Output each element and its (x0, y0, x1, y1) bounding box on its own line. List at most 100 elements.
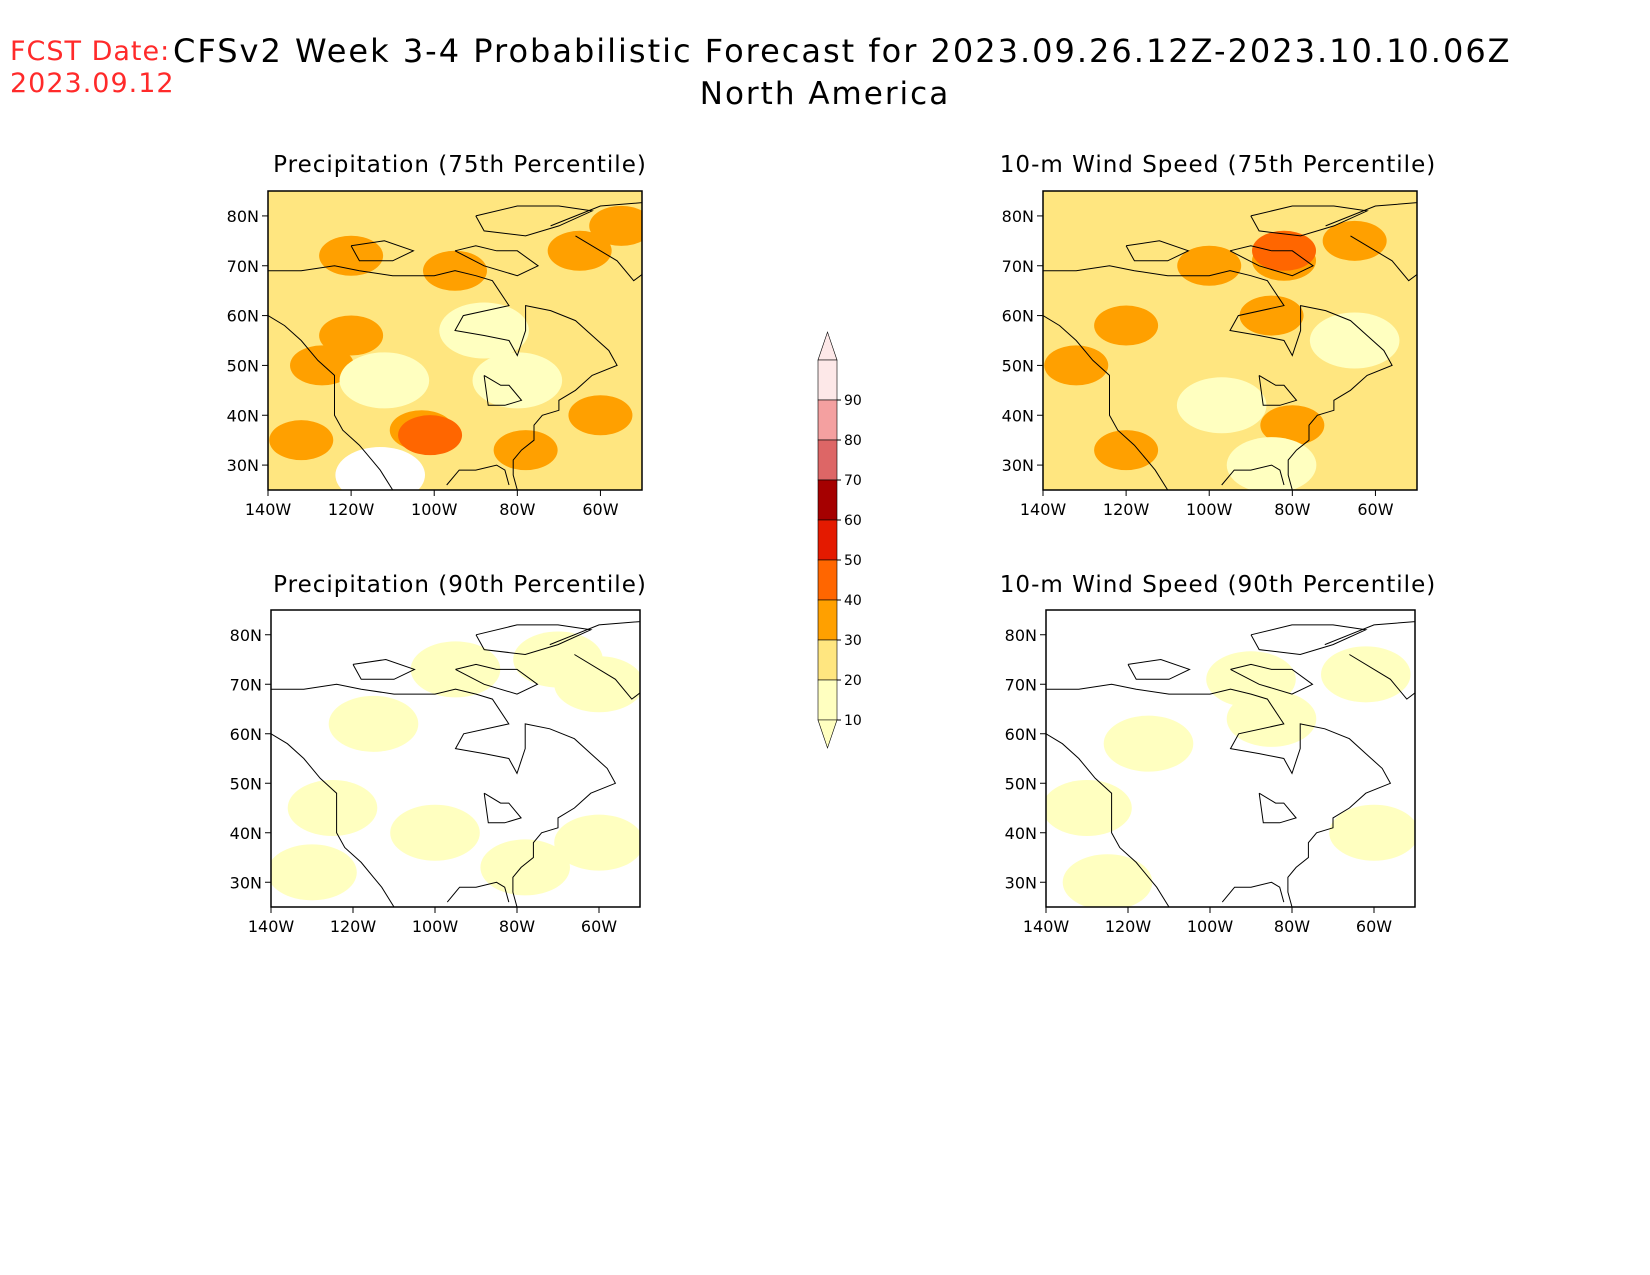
lat-label: 80N (1002, 207, 1034, 226)
lat-label: 50N (230, 774, 262, 793)
map-border (1045, 609, 1416, 908)
colorbar-label: 10 (844, 713, 862, 729)
fcst-date-value: 2023.09.12 (10, 68, 175, 99)
coastline (475, 205, 594, 237)
colorbar-swatch (817, 479, 838, 521)
lat-label: 80N (1005, 626, 1037, 645)
colorbar-swatch (817, 599, 838, 641)
panel-title-precip-75: Precipitation (75th Percentile) (273, 152, 647, 178)
lon-label: 80W (499, 917, 535, 936)
lat-label: 40N (1005, 824, 1037, 843)
probability-area (1226, 437, 1317, 490)
colorbar-label: 50 (844, 553, 862, 569)
probability-area (547, 230, 612, 271)
colorbar-swatch (817, 679, 838, 721)
fcst-date-label: FCST Date: (10, 36, 171, 67)
probability-area (319, 315, 384, 356)
coastline (268, 315, 394, 490)
lat-label: 40N (1002, 406, 1034, 425)
colorbar-swatch (817, 359, 838, 401)
lat-label: 50N (227, 356, 259, 375)
coastline (1043, 315, 1169, 490)
lat-label: 80N (230, 626, 262, 645)
lon-label: 60W (1357, 500, 1393, 519)
lat-label: 70N (230, 675, 262, 694)
probability-area (1103, 715, 1194, 772)
probability-area (390, 804, 480, 861)
coastline (455, 663, 539, 695)
page-title: CFSv2 Week 3-4 Probabilistic Forecast fo… (173, 32, 1512, 70)
colorbar-swatch (817, 439, 838, 481)
probability-area (439, 302, 529, 359)
lat-label: 70N (1002, 257, 1034, 276)
probability-area (472, 352, 563, 409)
lon-label: 120W (1103, 500, 1150, 519)
lon-label: 120W (328, 500, 375, 519)
probability-area (480, 839, 570, 896)
probability-area (1226, 690, 1317, 747)
lon-label: 120W (1105, 917, 1152, 936)
probability-area (554, 814, 640, 871)
probability-area (1322, 220, 1387, 261)
probability-area (1044, 345, 1109, 386)
panel-title-wind-90: 10-m Wind Speed (90th Percentile) (999, 572, 1437, 598)
probability-area (1046, 780, 1132, 836)
lat-label: 50N (1005, 774, 1037, 793)
coastline (271, 733, 395, 907)
probability-area (328, 695, 419, 752)
lat-label: 30N (230, 873, 262, 892)
lat-label: 30N (227, 456, 259, 475)
colorbar: 10 20 30 40 50 60 70 80 90 (817, 331, 862, 749)
lon-label: 140W (1020, 500, 1067, 519)
probability-area (1260, 405, 1325, 446)
coastline (1221, 464, 1285, 486)
lat-label: 70N (227, 257, 259, 276)
colorbar-arrow-top (817, 331, 838, 361)
map-panel-0: 80N 70N 60N 50N 40N 30N 140W 120W 100W 80W 60W (227, 190, 643, 519)
colorbar-swatch (817, 559, 838, 601)
coastline (549, 621, 640, 700)
lat-label: 80N (227, 207, 259, 226)
coastline (1046, 733, 1170, 907)
probability-area (589, 205, 642, 246)
probability-area (339, 352, 430, 409)
lon-label: 100W (1186, 500, 1233, 519)
map-panel-1: 80N 70N 60N 50N 40N 30N 140W 120W 100W 80W 60W (1002, 190, 1418, 519)
lon-label: 60W (581, 917, 617, 936)
coastline (446, 464, 510, 486)
panel-title-precip-90: Precipitation (90th Percentile) (273, 572, 647, 598)
coastline (550, 202, 642, 282)
coastline (1230, 663, 1314, 695)
lon-label: 100W (411, 500, 458, 519)
probability-area (1062, 854, 1153, 907)
coastline (1046, 683, 1392, 907)
colorbar-swatch (817, 639, 838, 681)
map-border (270, 609, 641, 908)
colorbar-label: 20 (844, 673, 862, 689)
colorbar-label: 80 (844, 433, 862, 449)
lat-label: 60N (230, 725, 262, 744)
probability-area (1094, 430, 1159, 471)
colorbar-arrow-bottom (817, 719, 838, 749)
probability-area (1094, 305, 1159, 346)
colorbar-label: 60 (844, 513, 862, 529)
lon-label: 80W (1274, 500, 1310, 519)
colorbar-label: 70 (844, 473, 862, 489)
lon-label: 120W (330, 917, 377, 936)
map-border (1042, 190, 1418, 491)
lon-label: 140W (248, 917, 295, 936)
lat-label: 30N (1002, 456, 1034, 475)
coastline (1250, 205, 1369, 237)
lat-label: 70N (1005, 675, 1037, 694)
probability-area (493, 430, 558, 471)
colorbar-label: 40 (844, 593, 862, 609)
lon-label: 80W (1274, 917, 1310, 936)
colorbar-label: 30 (844, 633, 862, 649)
probability-area (335, 447, 425, 490)
lon-label: 60W (582, 500, 618, 519)
coastline (446, 881, 510, 903)
colorbar-swatch (817, 399, 838, 441)
panel-title-wind-75: 10-m Wind Speed (75th Percentile) (999, 152, 1437, 178)
colorbar-swatch (817, 519, 838, 561)
coastline (475, 624, 593, 656)
